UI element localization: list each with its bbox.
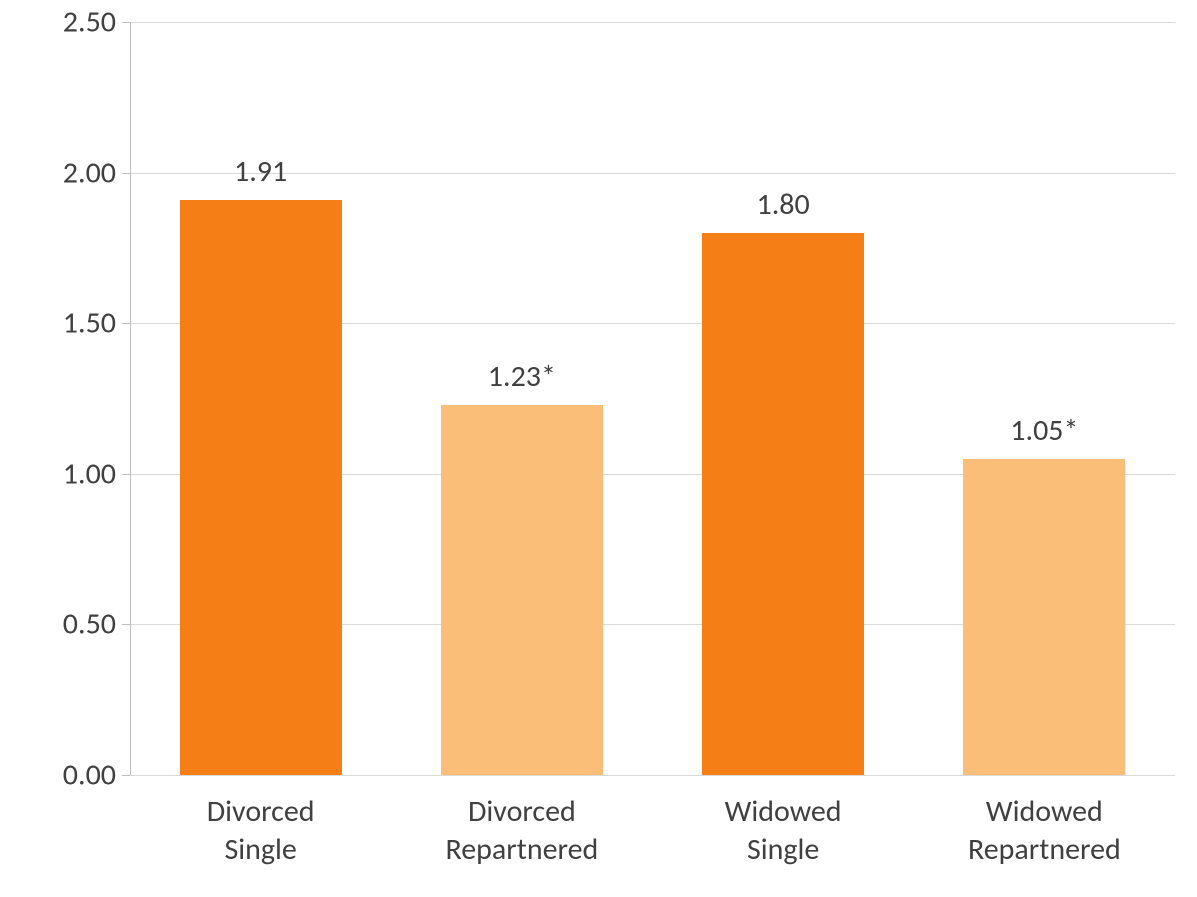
bar: 1.91 <box>180 200 342 775</box>
bars-container: 1.91 1.23* 1.80 1.05* <box>130 22 1175 775</box>
bar-value-label: 1.05* <box>1010 412 1078 449</box>
y-tick-label: 0.00 <box>63 757 130 794</box>
x-category-label: Widowed Repartnered <box>914 793 1175 868</box>
bar-value-label: 1.23* <box>488 358 556 395</box>
bar: 1.80 <box>702 233 864 775</box>
bar-value-label: 1.91 <box>234 153 287 190</box>
x-category-label: Widowed Single <box>653 793 914 868</box>
y-tick-label: 2.00 <box>63 154 130 191</box>
y-tick-label: 0.50 <box>63 606 130 643</box>
bar: 1.05* <box>963 459 1125 775</box>
y-tick-label: 2.50 <box>63 4 130 41</box>
bar-value-label: 1.80 <box>757 186 810 223</box>
y-tick-label: 1.00 <box>63 455 130 492</box>
plot-area: 0.000.501.001.502.002.501.911.23*1.801.0… <box>130 22 1175 775</box>
y-tick-label: 1.50 <box>63 305 130 342</box>
bar-slot: 1.91 <box>130 22 391 775</box>
x-labels: Divorced SingleDivorced RepartneredWidow… <box>130 793 1175 868</box>
x-category-label: Divorced Single <box>130 793 391 868</box>
bar-slot: 1.05* <box>914 22 1175 775</box>
bar: 1.23* <box>441 405 603 775</box>
bar-slot: 1.80 <box>653 22 914 775</box>
bar-slot: 1.23* <box>391 22 652 775</box>
bar-chart: 0.00 0.50 1.00 1.50 2.00 2.50 1.91 1.23* 1.80 1.0… <box>0 0 1197 897</box>
gridline <box>130 775 1175 776</box>
x-category-label: Divorced Repartnered <box>391 793 652 868</box>
